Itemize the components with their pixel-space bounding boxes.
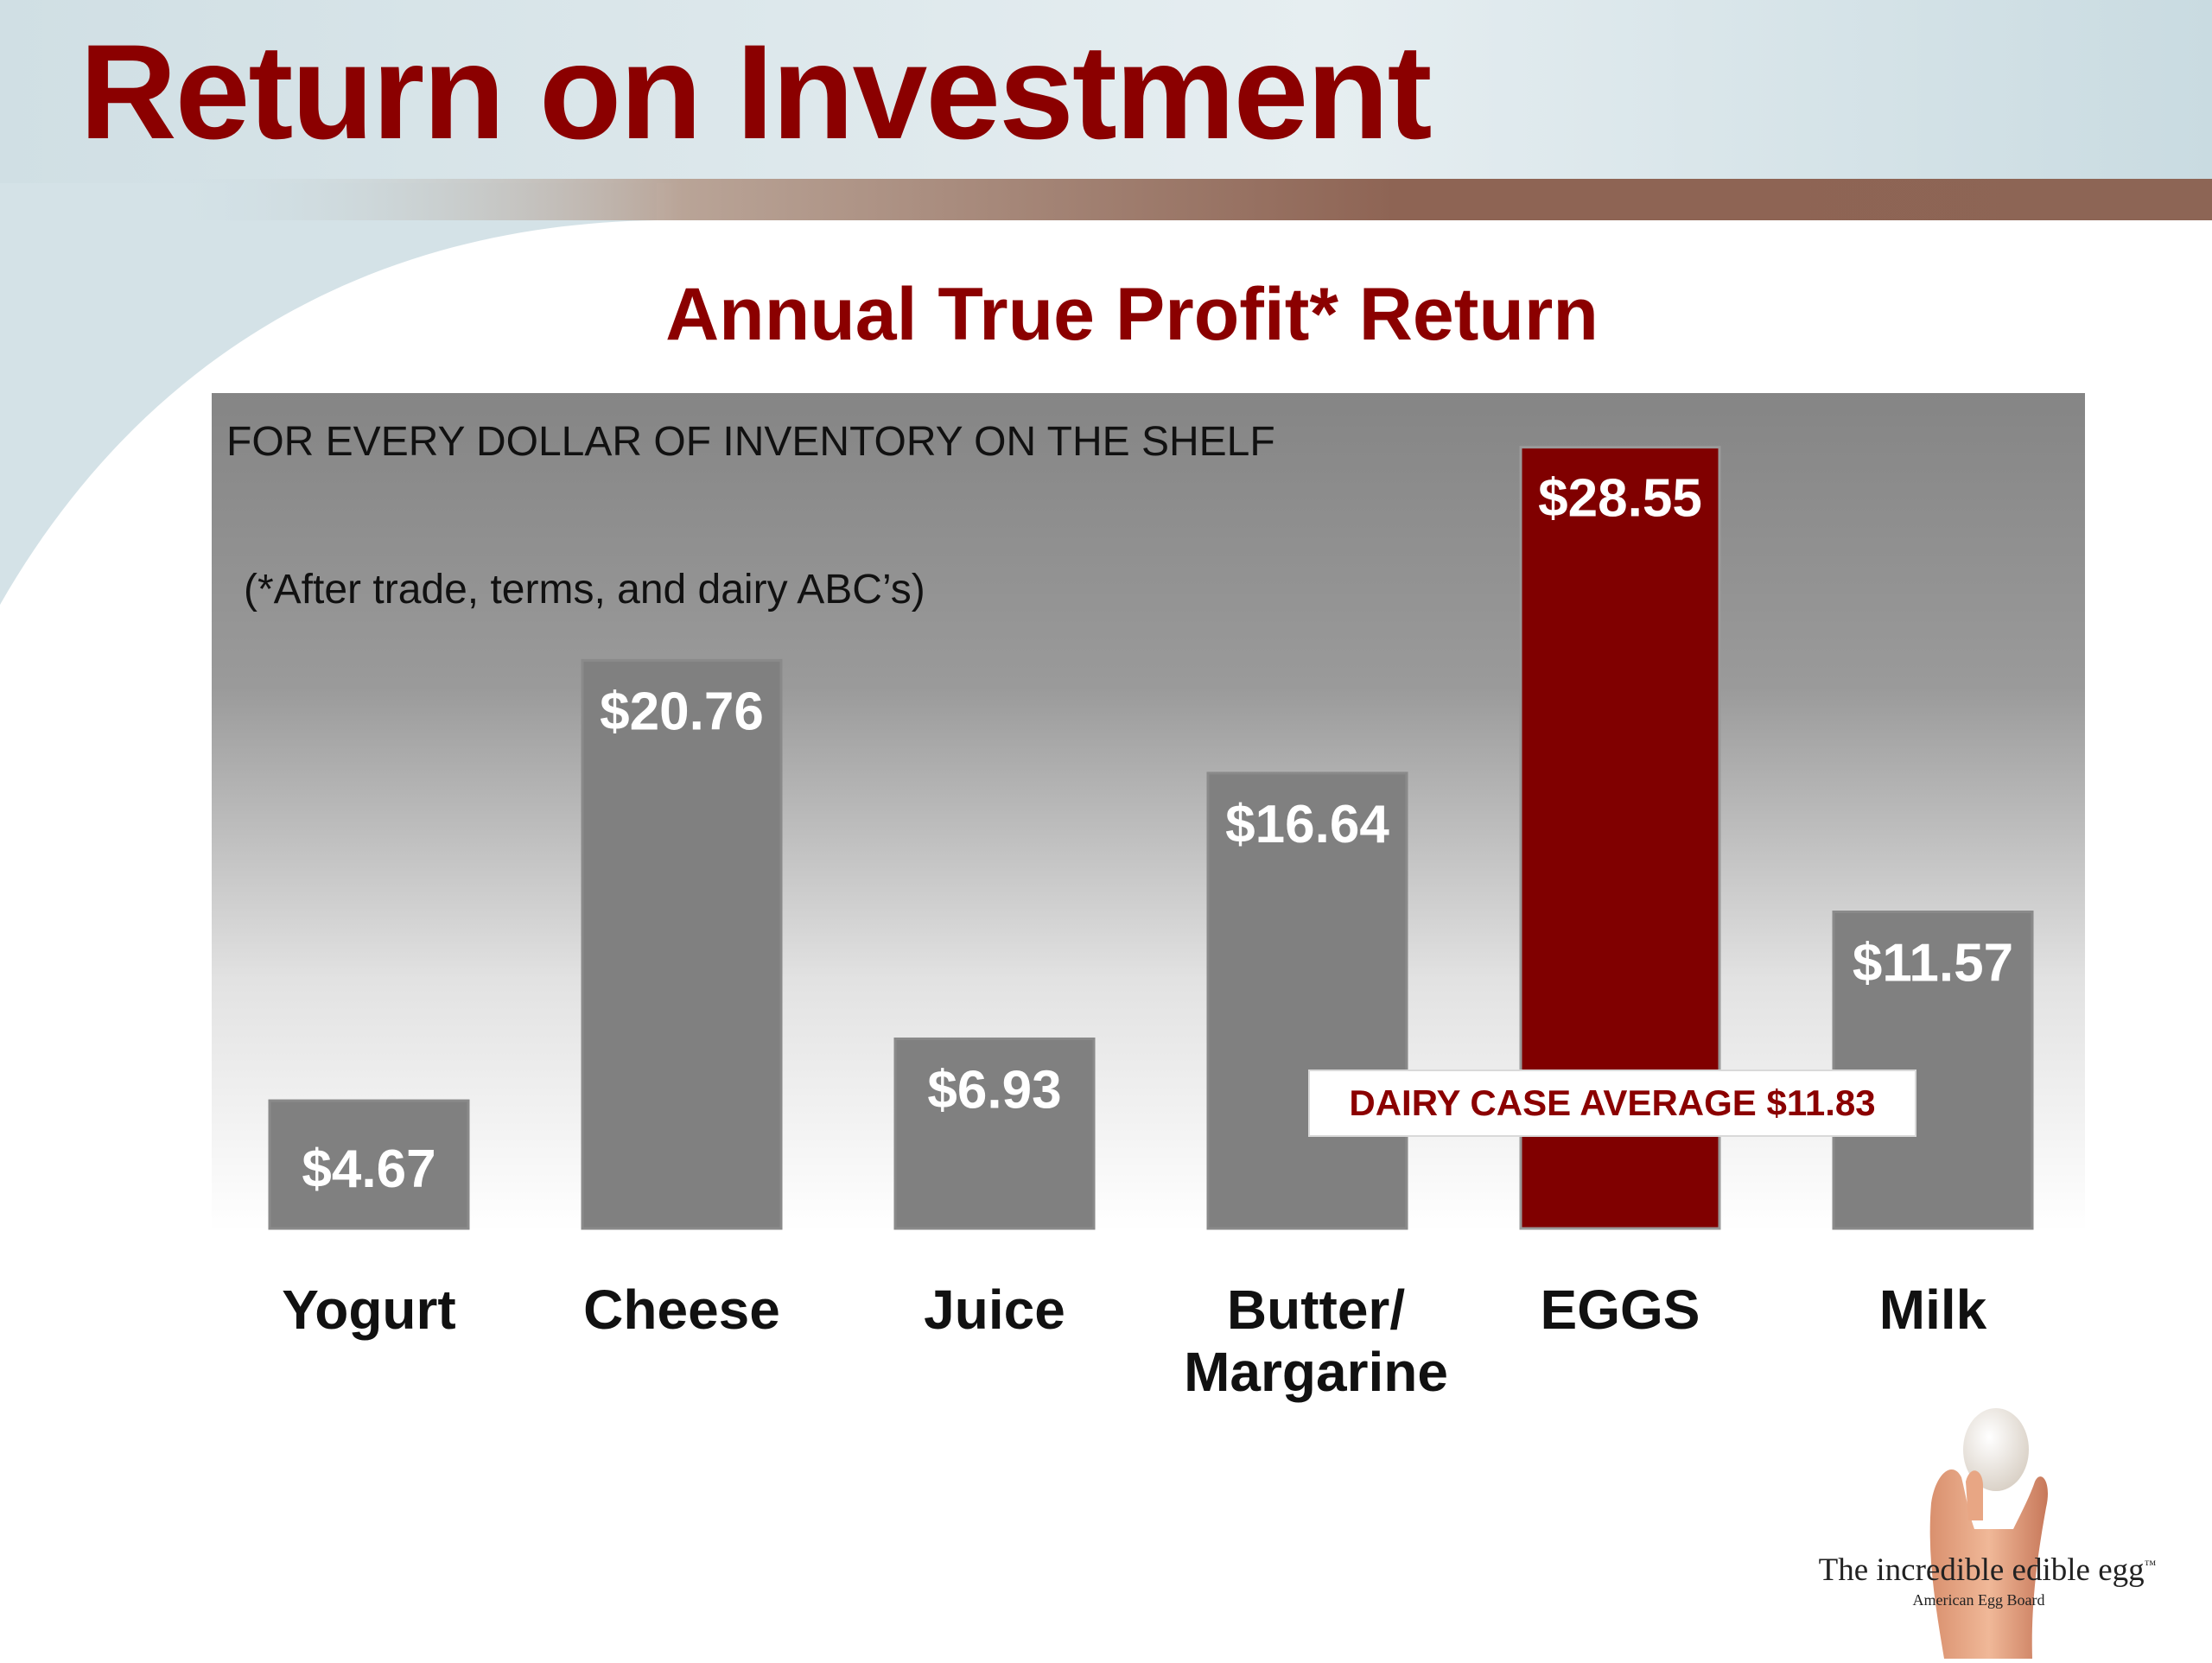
- bar-value-label: $11.57: [1853, 934, 2013, 993]
- logo-subtext: American Egg Board: [1912, 1591, 2045, 1609]
- bar-butter-margarine: [1206, 771, 1408, 1230]
- chart-subtitle: FOR EVERY DOLLAR OF INVENTORY ON THE SHE…: [226, 419, 1275, 465]
- header-band: [0, 0, 2212, 183]
- header-stripe: [173, 179, 2212, 220]
- category-label: Yogurt: [282, 1279, 455, 1341]
- logo-text: The incredible edible egg™: [1818, 1552, 2157, 1588]
- chart-footnote: (*After trade, terms, and dairy ABC’s): [244, 567, 925, 613]
- category-label: Butter/: [1227, 1279, 1405, 1341]
- bar-cheese: [581, 658, 783, 1230]
- category-label: EGGS: [1541, 1279, 1700, 1341]
- bar-value-label: $4.67: [302, 1139, 435, 1199]
- hand-holding-egg-icon: [1929, 1408, 2049, 1659]
- left-swoosh-inner: [0, 183, 657, 605]
- category-label: Juice: [924, 1279, 1065, 1341]
- bar-value-label: $20.76: [600, 682, 764, 741]
- bar-juice: [893, 1037, 1096, 1230]
- bar-value-label: $16.64: [1225, 795, 1389, 854]
- category-label: Milk: [1879, 1279, 1987, 1341]
- bar-value-label: $6.93: [927, 1060, 1061, 1120]
- category-label: Cheese: [583, 1279, 780, 1341]
- egg-board-logo: The incredible edible egg™ American Egg …: [1815, 1400, 2160, 1659]
- bar-yogurt: [268, 1099, 470, 1230]
- bar-value-label: $28.55: [1538, 469, 1702, 529]
- chart-title: Annual True Profit* Return: [665, 273, 1599, 356]
- dairy-average-callout: DAIRY CASE AVERAGE $11.83: [1308, 1070, 1916, 1137]
- slide-title: Return on Investment: [79, 17, 1432, 168]
- category-label: Margarine: [1184, 1341, 1448, 1403]
